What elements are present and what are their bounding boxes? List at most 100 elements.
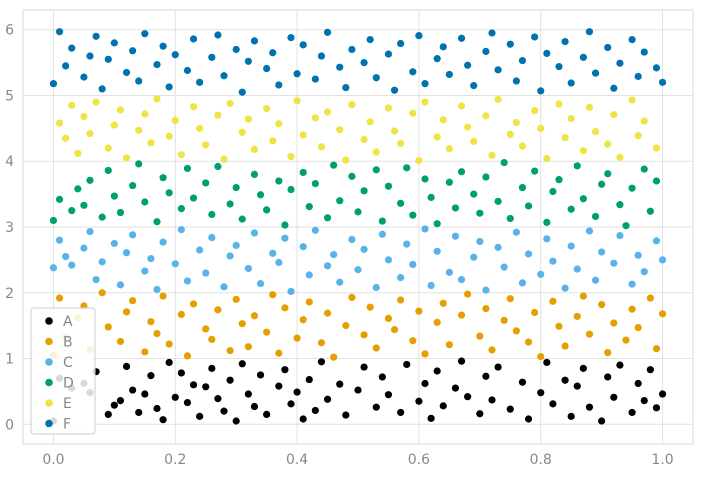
scatter-point xyxy=(561,342,569,350)
scatter-point xyxy=(531,33,539,41)
scatter-point xyxy=(561,376,569,384)
scatter-point xyxy=(238,320,246,328)
scatter-point xyxy=(591,128,600,136)
scatter-point xyxy=(104,323,112,331)
scatter-point xyxy=(153,404,161,413)
scatter-point xyxy=(189,300,198,308)
scatter-point xyxy=(311,406,319,415)
scatter-point xyxy=(214,31,222,39)
scatter-point xyxy=(512,228,520,236)
scatter-point xyxy=(171,116,179,125)
scatter-point xyxy=(354,266,362,274)
scatter-point xyxy=(598,248,606,256)
scatter-point xyxy=(372,74,380,82)
scatter-point xyxy=(652,177,661,185)
scatter-point xyxy=(549,297,557,305)
scatter-point xyxy=(92,98,100,106)
scatter-point xyxy=(110,192,118,200)
scatter-point xyxy=(494,363,502,371)
scatter-point xyxy=(55,294,64,302)
scatter-point xyxy=(561,133,569,142)
scatter-point xyxy=(585,227,594,235)
scatter-point xyxy=(506,130,514,138)
scatter-point xyxy=(323,262,332,270)
scatter-point xyxy=(220,155,228,163)
scatter-point xyxy=(543,218,551,226)
scatter-point xyxy=(220,283,228,291)
legend-label: B xyxy=(63,335,73,351)
scatter-point xyxy=(421,80,429,88)
scatter-point xyxy=(378,373,386,381)
scatter-point xyxy=(555,176,563,184)
scatter-point xyxy=(116,106,125,114)
scatter-point xyxy=(92,32,100,40)
scatter-point xyxy=(537,270,545,278)
scatter-point xyxy=(311,75,319,83)
scatter-point xyxy=(464,290,472,298)
scatter-point xyxy=(506,214,514,223)
scatter-point xyxy=(531,107,539,115)
scatter-point xyxy=(177,151,185,159)
scatter-point xyxy=(165,189,173,197)
scatter-point xyxy=(403,360,411,369)
scatter-point xyxy=(622,336,630,344)
scatter-point xyxy=(135,160,143,168)
scatter-point xyxy=(397,139,405,148)
scatter-point xyxy=(98,258,106,266)
legend-marker xyxy=(45,358,53,366)
scatter-point xyxy=(263,410,271,419)
scatter-point xyxy=(451,204,460,212)
scatter-point xyxy=(476,410,484,418)
scatter-point xyxy=(275,120,283,128)
scatter-point xyxy=(439,43,447,51)
scatter-point xyxy=(470,190,478,198)
scatter-point xyxy=(141,198,149,206)
scatter-point xyxy=(336,278,344,286)
scatter-point xyxy=(330,251,338,259)
scatter-point xyxy=(171,393,179,401)
scatter-point xyxy=(397,39,405,48)
scatter-point xyxy=(591,69,600,77)
scatter-point xyxy=(342,322,350,330)
scatter-point xyxy=(86,52,94,60)
scatter-point xyxy=(232,183,240,192)
scatter-point xyxy=(585,28,594,36)
scatter-point xyxy=(317,52,326,60)
scatter-point xyxy=(610,84,618,92)
scatter-point xyxy=(427,281,435,290)
scatter-point xyxy=(409,109,417,117)
scatter-point xyxy=(122,362,131,371)
scatter-point xyxy=(500,263,508,271)
scatter-point xyxy=(62,134,70,142)
scatter-point xyxy=(159,42,167,50)
scatter-point xyxy=(196,246,204,254)
scatter-point xyxy=(189,103,198,111)
scatter-point xyxy=(159,238,167,246)
scatter-point xyxy=(330,161,338,169)
scatter-point xyxy=(287,34,295,42)
scatter-point xyxy=(610,110,618,119)
scatter-point xyxy=(524,250,533,258)
scatter-point xyxy=(250,145,259,154)
scatter-point xyxy=(506,405,514,413)
scatter-point xyxy=(141,30,149,38)
scatter-point xyxy=(159,174,167,182)
scatter-point xyxy=(512,327,520,335)
scatter-point xyxy=(342,411,350,419)
scatter-point xyxy=(171,51,179,59)
scatter-point xyxy=(287,185,295,194)
scatter-point xyxy=(658,78,667,86)
scatter-point xyxy=(397,199,405,207)
scatter-point xyxy=(610,259,618,267)
scatter-point xyxy=(305,271,313,279)
scatter-point xyxy=(384,50,393,58)
scatter-point xyxy=(585,103,594,111)
scatter-point xyxy=(476,332,484,340)
y-tick-label: 0 xyxy=(5,417,14,433)
y-tick-label: 3 xyxy=(5,220,14,236)
y-tick-label: 5 xyxy=(5,88,14,104)
scatter-point xyxy=(293,388,301,396)
scatter-point xyxy=(98,85,106,93)
scatter-point xyxy=(299,415,307,423)
